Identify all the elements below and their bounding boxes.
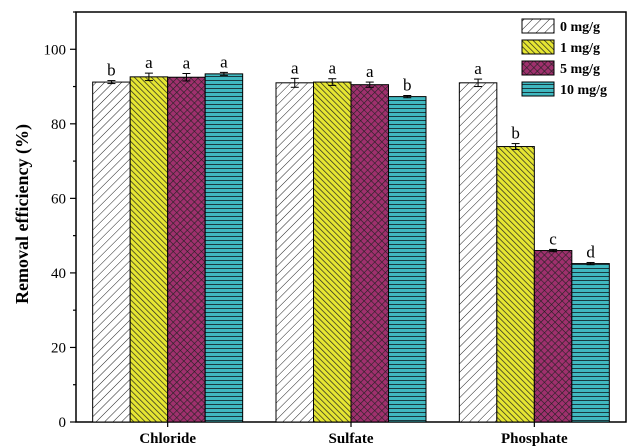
plot-area: b a a a a a a b a b c d	[75, 11, 627, 423]
bar-chloride-1	[129, 76, 169, 423]
bar-chloride-0	[92, 81, 131, 423]
legend-swatch-1	[521, 39, 555, 55]
significance-label: a	[220, 52, 228, 71]
y-tick-label: 80	[51, 117, 66, 133]
y-tick-label: 60	[51, 191, 66, 207]
x-tick-label: Sulfate	[329, 431, 374, 447]
significance-label: a	[328, 59, 336, 78]
legend: 0 mg/g 1 mg/g 5 mg/g 10 mg/g	[521, 18, 607, 98]
y-tick-label: 40	[51, 266, 66, 282]
significance-label: b	[511, 124, 520, 143]
legend-swatch-0	[521, 18, 555, 34]
bar-sulfate-2	[350, 84, 389, 423]
significance-label: a	[366, 62, 374, 81]
significance-label: b	[107, 61, 116, 80]
significance-label: b	[403, 75, 412, 94]
x-axis: Chloride Sulfate Phosphate	[139, 422, 568, 447]
x-tick-label: Phosphate	[501, 431, 568, 447]
legend-label-2: 5 mg/g	[560, 62, 600, 77]
x-tick-label: Chloride	[139, 431, 196, 447]
y-axis-title: Removal efficiency (%)	[12, 124, 33, 304]
legend-label-0: 0 mg/g	[560, 20, 600, 35]
bar-sulfate-3	[388, 96, 427, 423]
legend-label-1: 1 mg/g	[560, 41, 600, 56]
legend-label-3: 10 mg/g	[560, 83, 607, 98]
bar-sulfate-0	[275, 82, 314, 423]
bar-phosphate-1	[496, 146, 535, 423]
significance-label: a	[474, 59, 482, 78]
significance-label: a	[145, 53, 153, 72]
bar-chloride-3	[204, 73, 244, 423]
significance-label: c	[549, 229, 557, 248]
bar-phosphate-2	[533, 250, 573, 423]
y-tick-label: 100	[44, 42, 67, 58]
bar-chloride-2	[167, 76, 206, 423]
bar-phosphate-3	[571, 263, 610, 423]
y-tick-label: 20	[51, 340, 66, 356]
legend-swatch-3	[521, 81, 555, 97]
y-axis: 0 20 40 60 80 100	[44, 11, 76, 431]
y-tick-label: 0	[59, 415, 67, 431]
bar-phosphate-0	[458, 82, 498, 423]
significance-label: d	[586, 242, 595, 261]
bar-sulfate-1	[313, 81, 352, 423]
significance-label: a	[291, 58, 299, 77]
significance-label: a	[183, 54, 191, 73]
legend-swatch-2	[521, 60, 555, 76]
